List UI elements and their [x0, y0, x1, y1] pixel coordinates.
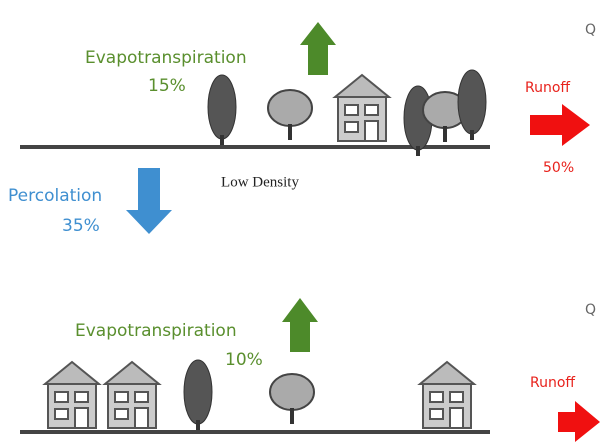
up-arrow	[282, 298, 318, 352]
percolation-label: Percolation	[8, 186, 102, 206]
tree	[208, 75, 236, 145]
house	[45, 362, 99, 428]
evapotranspiration-label: Evapotranspiration	[75, 321, 237, 341]
down-arrow	[126, 168, 172, 234]
tree	[458, 70, 486, 140]
runoff-label: Runoff	[525, 80, 570, 96]
bottom-panel: Evapotranspiration 10% Runoff Q	[20, 298, 600, 442]
evapotranspiration-percent: 10%	[225, 350, 263, 370]
corner-label: Q	[585, 22, 596, 38]
caption-box	[185, 150, 335, 166]
tree	[184, 360, 212, 430]
house	[105, 362, 159, 428]
top-panel: Evapotranspiration 15% Runoff 50% Percol…	[8, 22, 596, 236]
right-arrow	[558, 401, 600, 442]
evapotranspiration-percent: 15%	[148, 76, 186, 96]
house	[335, 75, 389, 141]
runoff-label: Runoff	[530, 375, 575, 391]
evapotranspiration-label: Evapotranspiration	[85, 48, 247, 68]
house	[420, 362, 474, 428]
caption: Low Density	[221, 174, 299, 190]
runoff-percent: 50%	[543, 160, 574, 176]
percolation-percent: 35%	[62, 216, 100, 236]
corner-label: Q	[585, 302, 596, 318]
bush	[270, 374, 314, 424]
bush	[268, 90, 312, 140]
right-arrow	[530, 104, 590, 146]
up-arrow	[300, 22, 336, 75]
diagram: Evapotranspiration 15% Runoff 50% Percol…	[0, 0, 605, 442]
